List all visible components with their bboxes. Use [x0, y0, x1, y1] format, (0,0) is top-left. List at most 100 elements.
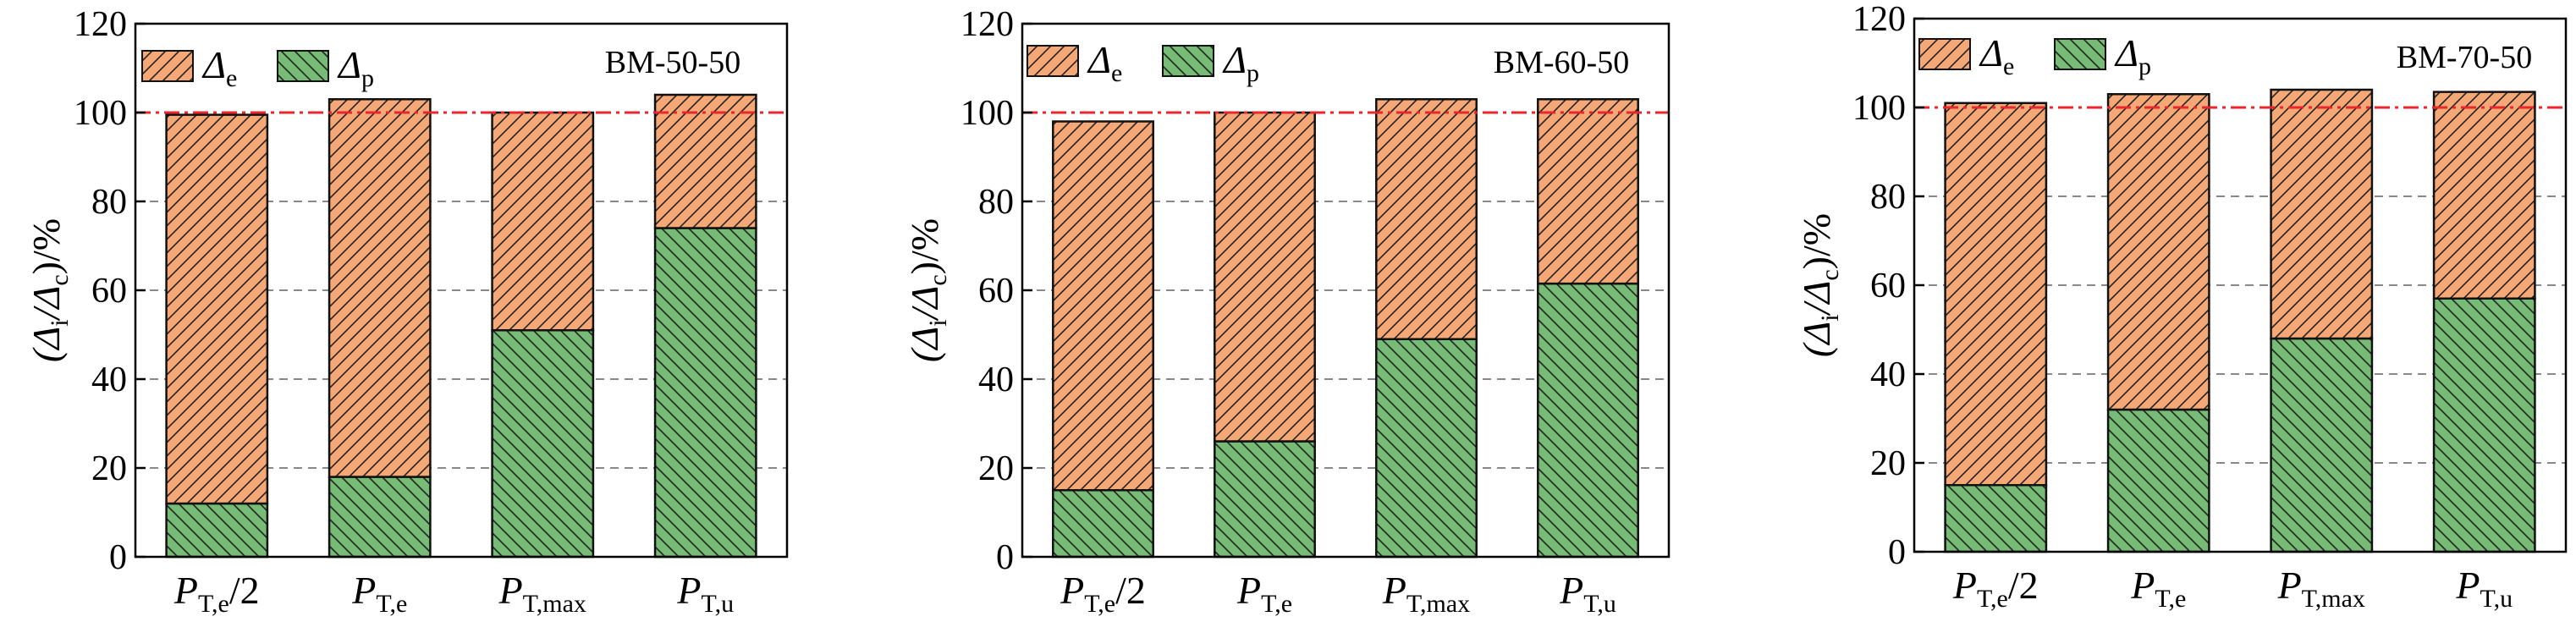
legend-label-elastic: Δe [1979, 31, 2014, 80]
ylabel-post: )/% [25, 218, 68, 274]
legend-swatch-plastic [2054, 38, 2106, 70]
bar-elastic [1537, 98, 1639, 285]
bar-plastic [653, 227, 757, 559]
legend-elastic-symbol: Δ [201, 43, 226, 86]
y-tick-label: 60 [1870, 267, 1906, 305]
x-tick-sub: T,e [198, 590, 229, 618]
y-tick-label: 0 [996, 538, 1014, 577]
y-tick-label: 0 [109, 538, 127, 577]
x-tick-sub: T,e [1084, 590, 1115, 618]
bar-plastic [2106, 408, 2210, 553]
x-tick-label: PT,max [2277, 564, 2365, 613]
x-tick-sub: T,e [1261, 590, 1292, 618]
legend-swatch-plastic [277, 50, 329, 82]
y-tick-label: 40 [978, 361, 1014, 399]
legend-plastic-sub: p [361, 64, 374, 92]
y-tick-label: 20 [978, 449, 1014, 488]
y-tick-label: 100 [1852, 89, 1906, 128]
x-tick-label: PT,e/2 [1060, 569, 1146, 618]
ylabel-pre: (Δ [25, 327, 68, 362]
y-tick-label: 0 [1888, 533, 1906, 572]
ylabel-pre: (Δ [903, 327, 946, 362]
ylabel-sub2: c [1816, 269, 1844, 280]
bar-plastic [165, 502, 269, 559]
x-tick-main: P [173, 569, 198, 612]
x-tick-label: PT,e [2130, 564, 2186, 613]
x-tick-label: PT,e/2 [173, 569, 260, 618]
bar-plastic [328, 476, 432, 559]
y-tick-label: 120 [74, 5, 127, 44]
chart-panel-3: PT,e/2 PT,e PT,max PT,u020406080100120(Δi/Δ… [1795, 0, 2568, 613]
x-tick-sub: T,u [1583, 590, 1616, 618]
y-axis-label: (Δi/Δc)/% [903, 218, 952, 362]
legend-swatch-elastic [1918, 38, 1971, 70]
x-tick-sub: T,e [1977, 585, 2008, 613]
bar-elastic [328, 98, 432, 478]
legend-plastic-symbol: Δ [1222, 38, 1247, 81]
x-tick-label: PT,u [1559, 569, 1616, 618]
y-tick-label: 20 [91, 449, 127, 488]
bar-plastic [2432, 297, 2536, 553]
legend-label-plastic: Δp [337, 43, 374, 92]
bar-plastic [2270, 337, 2374, 553]
legend-swatch-elastic [1027, 45, 1079, 77]
y-tick-label: 120 [1852, 0, 1906, 39]
bar-elastic [1375, 98, 1478, 340]
panel-title: BM-60-50 [1494, 45, 1629, 80]
bar-elastic [1214, 111, 1316, 443]
x-tick-main: P [1060, 569, 1084, 612]
ylabel-sub1: i [1816, 314, 1844, 321]
legend-label-plastic: Δp [1222, 38, 1259, 87]
legend-plastic-symbol: Δ [337, 43, 361, 86]
legend-elastic-sub: e [2003, 52, 2014, 80]
bar-elastic [165, 113, 269, 505]
x-tick-sub: T,max [523, 590, 586, 618]
x-tick-sub: T,max [2302, 585, 2365, 613]
legend-plastic-symbol: Δ [2114, 31, 2138, 74]
ylabel-mid: /Δ [1795, 281, 1838, 317]
ylabel-mid: /Δ [25, 286, 68, 322]
bar-elastic [1944, 102, 2048, 487]
bar-elastic [2270, 88, 2374, 340]
legend-elastic-sub: e [1111, 59, 1122, 87]
legend-label-plastic: Δp [2114, 31, 2151, 80]
bar-elastic [1052, 120, 1154, 492]
x-tick-label: PT,u [2455, 564, 2513, 613]
x-tick-label: PT,max [498, 569, 586, 618]
bar-plastic [1375, 338, 1478, 559]
x-tick-label: PT,e/2 [1952, 564, 2039, 613]
x-tick-sub: T,u [702, 590, 735, 618]
x-tick-sub: T,e [2155, 585, 2186, 613]
bar-elastic [491, 111, 595, 332]
x-tick-main: P [498, 569, 523, 612]
y-tick-label: 120 [960, 5, 1014, 44]
legend-elastic-sub: e [226, 64, 237, 92]
x-tick-main: P [676, 569, 701, 612]
bar-elastic [653, 93, 757, 229]
y-tick-label: 100 [960, 94, 1014, 133]
y-tick-label: 100 [74, 94, 127, 133]
x-tick-suffix: /2 [229, 569, 260, 612]
x-tick-main: P [2277, 564, 2302, 607]
x-tick-suffix: /2 [2008, 564, 2039, 607]
x-tick-sub: T,max [1406, 590, 1470, 618]
x-tick-main: P [351, 569, 376, 612]
legend-plastic-sub: p [2138, 52, 2151, 80]
x-tick-sub: T,u [2480, 585, 2513, 613]
chart-panel-2: PT,e/2 PT,e PT,max PT,u020406080100120(Δi/Δ… [903, 5, 1671, 618]
bar-plastic [491, 329, 595, 559]
chart-panel-1: PT,e/2 PT,e PT,max PT,u020406080100120(Δi/Δ… [25, 5, 789, 618]
ylabel-sub2: c [924, 274, 952, 285]
ylabel-post: )/% [903, 218, 946, 274]
ylabel-sub2: c [46, 274, 74, 285]
legend-elastic-symbol: Δ [1979, 31, 2003, 74]
x-tick-main: P [1952, 564, 1977, 607]
y-tick-label: 80 [978, 183, 1014, 222]
y-tick-label: 60 [978, 272, 1014, 311]
y-tick-label: 40 [91, 361, 127, 399]
legend-swatch-elastic [141, 50, 194, 82]
legend-label-elastic: Δe [201, 43, 237, 92]
x-tick-main: P [2130, 564, 2155, 607]
y-tick-label: 60 [91, 272, 127, 311]
